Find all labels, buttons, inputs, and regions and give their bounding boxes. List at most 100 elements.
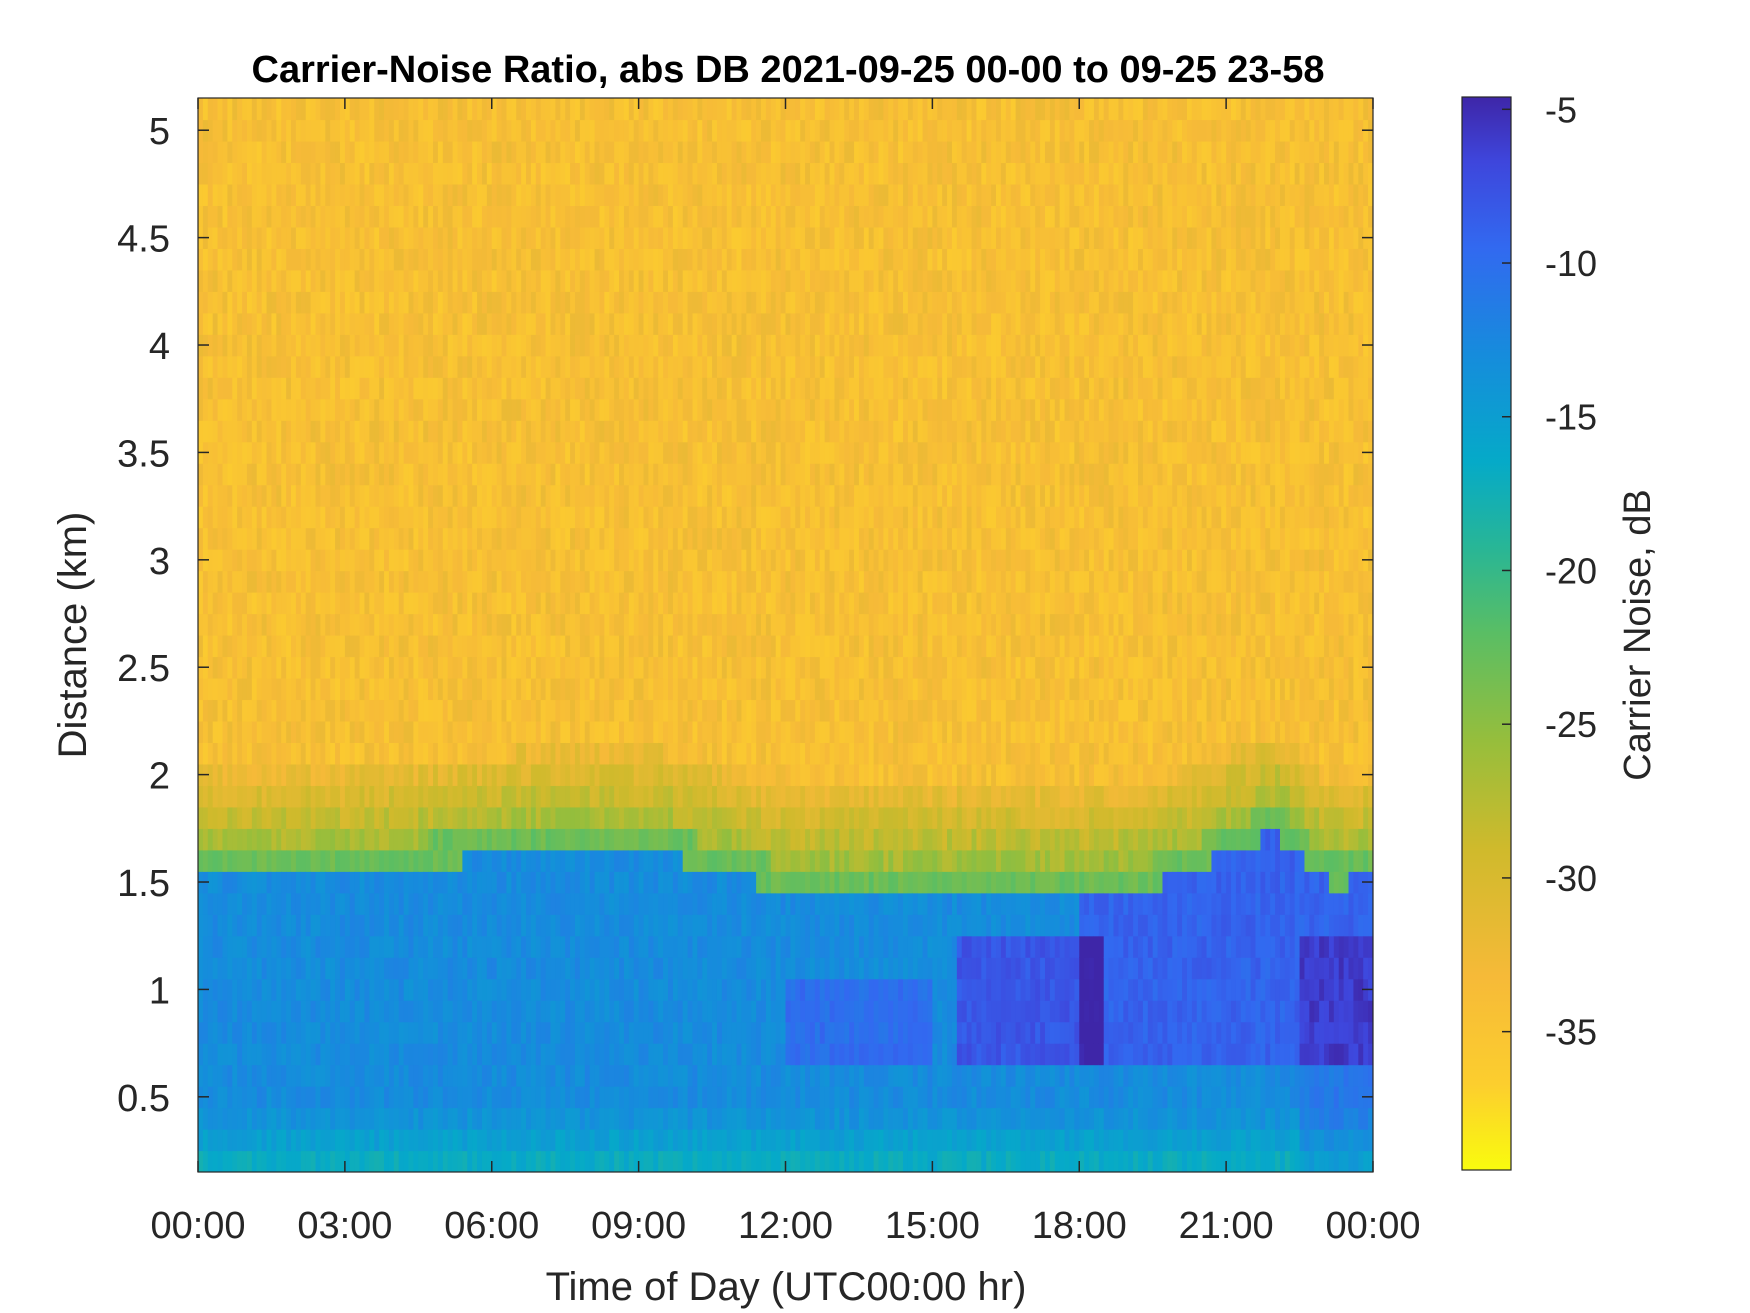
heatmap-cell (653, 226, 659, 249)
heatmap-cell (281, 162, 287, 185)
heatmap-cell (413, 892, 419, 915)
heatmap-cell (281, 1129, 287, 1152)
heatmap-cell (291, 205, 297, 228)
heatmap-cell (516, 935, 522, 958)
heatmap-cell (486, 183, 493, 206)
heatmap-cell (222, 914, 228, 937)
heatmap-cell (369, 140, 375, 164)
heatmap-cell (217, 635, 224, 658)
heatmap-cell (619, 463, 625, 486)
heatmap-cell (242, 183, 248, 206)
heatmap-cell (374, 119, 380, 142)
heatmap-cell (633, 828, 640, 851)
heatmap-cell (565, 1086, 571, 1109)
heatmap-cell (560, 484, 566, 507)
heatmap-cell (570, 269, 576, 292)
heatmap-cell (222, 291, 228, 314)
heatmap-cell (344, 1064, 351, 1087)
heatmap-cell (501, 699, 508, 722)
heatmap-cell (266, 892, 273, 915)
heatmap-cell (344, 677, 351, 701)
heatmap-cell (668, 355, 674, 378)
heatmap-cell (447, 312, 454, 335)
heatmap-cell (540, 140, 547, 164)
heatmap-cell (266, 1043, 273, 1066)
heatmap-cell (653, 1086, 659, 1109)
heatmap-cell (560, 635, 566, 658)
heatmap-cell (658, 1021, 664, 1044)
heatmap-cell (325, 377, 331, 400)
heatmap-cell (207, 849, 214, 872)
heatmap-cell (530, 1021, 537, 1044)
heatmap-cell (496, 1086, 503, 1109)
heatmap-cell (232, 635, 238, 658)
heatmap-cell (232, 1086, 238, 1109)
heatmap-cell (486, 226, 493, 249)
heatmap-cell (266, 248, 273, 271)
heatmap-cell (643, 742, 650, 765)
heatmap-cell (462, 957, 468, 980)
heatmap-cell (339, 527, 346, 550)
heatmap-cell (207, 1129, 214, 1152)
heatmap-cell (237, 871, 243, 894)
heatmap-cell (668, 484, 674, 507)
heatmap-cell (374, 291, 380, 314)
heatmap-cell (599, 291, 605, 314)
heatmap-cell (540, 892, 547, 915)
heatmap-cell (300, 1129, 307, 1152)
heatmap-cell (217, 484, 224, 507)
heatmap-cell (433, 506, 439, 529)
heatmap-cell (638, 119, 645, 142)
heatmap-cell (242, 119, 248, 142)
heatmap-cell (677, 377, 684, 400)
heatmap-cell (202, 570, 209, 593)
heatmap-cell (619, 978, 625, 1001)
heatmap-cell (574, 656, 581, 679)
heatmap-cell (511, 677, 517, 701)
heatmap-cell (364, 355, 370, 378)
heatmap-cell (663, 248, 669, 271)
heatmap-cell (633, 935, 640, 958)
heatmap-cell (433, 291, 439, 314)
heatmap-cell (506, 720, 512, 743)
heatmap-cell (217, 205, 224, 228)
heatmap-cell (643, 849, 650, 872)
heatmap-cell (472, 355, 478, 378)
heatmap-cell (271, 892, 277, 915)
heatmap-cell (364, 785, 370, 808)
heatmap-cell (516, 1064, 522, 1087)
heatmap-cell (359, 570, 366, 593)
heatmap-cell (271, 226, 277, 249)
heatmap-cell (423, 506, 429, 529)
heatmap-cell (633, 677, 640, 701)
heatmap-cell (619, 1150, 625, 1172)
heatmap-cell (663, 656, 669, 679)
heatmap-cell (256, 506, 263, 529)
heatmap-cell (369, 463, 375, 486)
heatmap-cell (511, 463, 517, 486)
heatmap-cell (506, 183, 512, 206)
heatmap-cell (467, 849, 473, 872)
heatmap-cell (599, 849, 605, 872)
heatmap-cell (281, 312, 287, 335)
heatmap-cell (232, 1064, 238, 1087)
heatmap-cell (658, 441, 664, 464)
heatmap-cell (672, 935, 679, 958)
heatmap-cell (408, 312, 415, 335)
heatmap-cell (281, 763, 287, 786)
heatmap-cell (521, 1150, 527, 1172)
heatmap-cell (501, 377, 508, 400)
heatmap-cell (604, 377, 610, 400)
heatmap-cell (672, 527, 679, 550)
heatmap-cell (555, 441, 561, 464)
heatmap-cell (413, 914, 419, 937)
heatmap-cell (491, 892, 498, 915)
heatmap-cell (619, 806, 625, 829)
heatmap-cell (379, 1043, 385, 1066)
heatmap-cell (672, 1086, 679, 1109)
heatmap-cell (658, 269, 664, 292)
heatmap-cell (604, 806, 610, 829)
heatmap-cell (486, 248, 493, 271)
heatmap-cell (339, 785, 346, 808)
heatmap-cell (457, 549, 463, 572)
